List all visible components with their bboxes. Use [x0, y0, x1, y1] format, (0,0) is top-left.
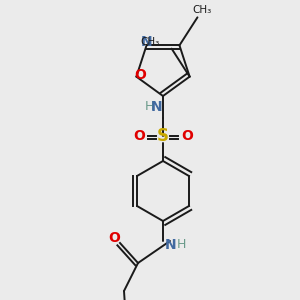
Text: S: S	[157, 127, 169, 145]
Text: O: O	[108, 231, 120, 245]
Text: H: H	[144, 100, 154, 113]
Text: CH₃: CH₃	[193, 5, 212, 15]
Text: O: O	[133, 129, 145, 143]
Text: O: O	[181, 129, 193, 143]
Text: N: N	[151, 100, 163, 114]
Text: H: H	[176, 238, 186, 251]
Text: N: N	[141, 35, 152, 49]
Text: CH₃: CH₃	[140, 37, 160, 47]
Text: O: O	[134, 68, 146, 82]
Text: N: N	[165, 238, 177, 252]
